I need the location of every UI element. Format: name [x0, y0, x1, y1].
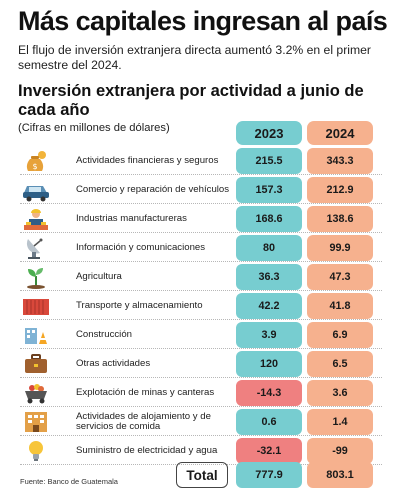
row-label: Transporte y almacenamiento [76, 299, 203, 311]
row-divider [20, 319, 382, 320]
row-label: Información y comunicaciones [76, 241, 206, 253]
row-label: Agricultura [76, 270, 122, 282]
row-label: Explotación de minas y canteras [76, 386, 215, 398]
total-2023: 777.9 [236, 462, 302, 488]
value-2023: 0.6 [236, 409, 302, 435]
table-row: $ Actividades financieras y seguros 215.5 3… [20, 148, 382, 175]
column-header-2023: 2023 [236, 121, 302, 145]
value-2024: -99 [307, 438, 373, 464]
shipping-container-icon [20, 293, 52, 319]
value-2024: 212.9 [307, 177, 373, 203]
value-2023: 120 [236, 351, 302, 377]
value-2023: 157.3 [236, 177, 302, 203]
table-row: Construcción 3.9 6.9 [20, 322, 382, 349]
row-label: Actividades financieras y seguros [76, 154, 219, 166]
value-2024: 6.5 [307, 351, 373, 377]
table-row: Industrias manufactureras 168.6 138.6 [20, 206, 382, 233]
value-2024: 41.8 [307, 293, 373, 319]
row-divider [20, 261, 382, 262]
total-label: Total [176, 462, 228, 488]
value-2023: 3.9 [236, 322, 302, 348]
table-title: Inversión extranjera por actividad a jun… [18, 82, 364, 119]
row-divider [20, 377, 382, 378]
row-divider [20, 464, 382, 465]
page-subtitle: El flujo de inversión extranjera directa… [18, 43, 371, 72]
mine-cart-icon [20, 380, 52, 406]
table-row: Explotación de minas y canteras -14.3 3.6 [20, 380, 382, 407]
table-row: Suministro de electricidad y agua -32.1 -9… [20, 438, 382, 465]
row-divider [20, 290, 382, 291]
table-row: Actividades de alojamiento y de servicio… [20, 409, 382, 436]
briefcase-icon [20, 351, 52, 377]
construction-icon [20, 322, 52, 348]
table-row: Transporte y almacenamiento 42.2 41.8 [20, 293, 382, 320]
light-bulb-icon [20, 438, 52, 464]
value-2023: 42.2 [236, 293, 302, 319]
value-2024: 6.9 [307, 322, 373, 348]
row-label: Construcción [76, 328, 132, 340]
row-label: Industrias manufactureras [76, 212, 187, 224]
value-2023: 36.3 [236, 264, 302, 290]
row-divider [20, 232, 382, 233]
table-row: Información y comunicaciones 80 99.9 [20, 235, 382, 262]
value-2023: -14.3 [236, 380, 302, 406]
row-label: Otras actividades [76, 357, 151, 369]
row-divider [20, 174, 382, 175]
hotel-icon [20, 409, 52, 435]
table-row: Otras actividades 120 6.5 [20, 351, 382, 378]
svg-text:$: $ [32, 162, 37, 171]
table-row: Comercio y reparación de vehículos 157.3 2… [20, 177, 382, 204]
value-2023: -32.1 [236, 438, 302, 464]
value-2024: 3.6 [307, 380, 373, 406]
value-2024: 343.3 [307, 148, 373, 174]
value-2024: 47.3 [307, 264, 373, 290]
table-row: Agricultura 36.3 47.3 [20, 264, 382, 291]
value-2023: 80 [236, 235, 302, 261]
car-icon [20, 177, 52, 203]
row-divider [20, 406, 382, 407]
total-2024: 803.1 [307, 462, 373, 488]
satellite-dish-icon [20, 235, 52, 261]
column-header-2024: 2024 [307, 121, 373, 145]
row-divider [20, 435, 382, 436]
source-note: Fuente: Banco de Guatemala [20, 477, 118, 486]
value-2023: 215.5 [236, 148, 302, 174]
value-2023: 168.6 [236, 206, 302, 232]
row-divider [20, 348, 382, 349]
factory-worker-icon [20, 206, 52, 232]
plant-sprout-icon [20, 264, 52, 290]
page-title: Más capitales ingresan al país [18, 6, 388, 36]
value-2024: 99.9 [307, 235, 373, 261]
row-label: Suministro de electricidad y agua [76, 444, 218, 456]
value-2024: 138.6 [307, 206, 373, 232]
row-divider [20, 203, 382, 204]
units-note: (Cifras en millones de dólares) [18, 122, 170, 134]
money-bag-icon: $ [20, 148, 52, 174]
row-label: Actividades de alojamiento y de servicio… [76, 410, 211, 432]
row-label: Comercio y reparación de vehículos [76, 183, 230, 195]
value-2024: 1.4 [307, 409, 373, 435]
